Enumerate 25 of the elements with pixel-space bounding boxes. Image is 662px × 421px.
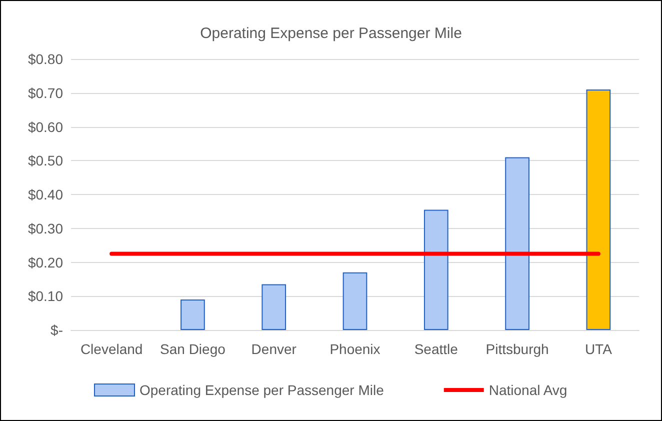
y-tick-label: $0.70	[28, 84, 64, 101]
x-tick-label: Pittsburgh	[486, 341, 549, 357]
y-tick-label: $0.30	[28, 220, 64, 236]
y-tick-label: $0.50	[28, 152, 64, 169]
x-tick-label: UTA	[584, 341, 613, 357]
y-tick-label: $0.40	[28, 186, 64, 202]
y-tick-label: $0.60	[28, 118, 64, 135]
y-tick-label: $0.10	[28, 288, 64, 304]
legend-label: Operating Expense per Passenger Mile	[140, 382, 384, 398]
bar	[424, 210, 448, 330]
bar	[180, 300, 205, 330]
legend-label: National Avg	[488, 382, 568, 398]
chart-title: Operating Expense per Passenger Mile	[200, 25, 462, 42]
bar	[586, 89, 611, 330]
y-tick-label: $-	[50, 322, 64, 338]
bar	[505, 157, 530, 330]
x-tick-label: Denver	[251, 341, 297, 357]
y-tick-label: $0.80	[28, 51, 64, 67]
bar	[262, 284, 286, 330]
x-tick-label: San Diego	[160, 341, 226, 357]
x-tick-label: Cleveland	[80, 341, 143, 357]
bar	[342, 272, 368, 330]
x-tick-label: Phoenix	[330, 341, 380, 357]
y-tick-label: $0.20	[28, 254, 64, 270]
x-tick-label: Seattle	[414, 341, 458, 357]
